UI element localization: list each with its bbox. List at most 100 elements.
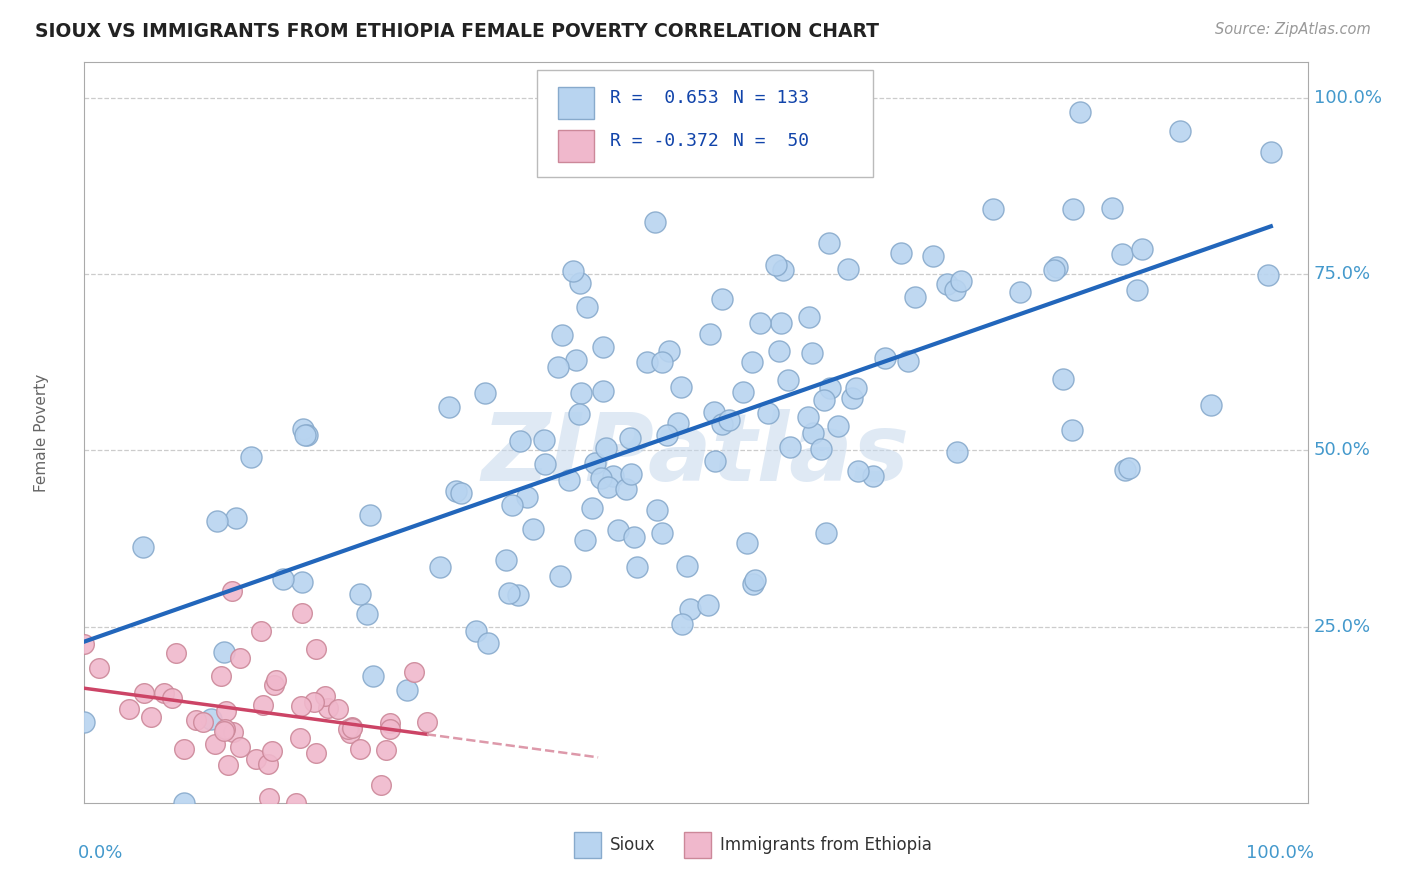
Point	[118, 702, 141, 716]
Point	[558, 473, 581, 487]
Point	[551, 327, 574, 342]
Point	[290, 698, 312, 713]
Point	[845, 381, 868, 395]
Text: 25.0%: 25.0%	[1313, 617, 1371, 635]
Point	[592, 340, 614, 354]
Point	[437, 400, 460, 414]
Point	[623, 530, 645, 544]
Point	[139, 710, 162, 724]
Text: N = 133: N = 133	[733, 88, 808, 106]
Point	[797, 410, 820, 425]
Point	[658, 344, 681, 359]
Point	[534, 457, 557, 471]
Point	[569, 277, 592, 291]
Point	[744, 574, 766, 588]
Bar	[574, 831, 600, 858]
Point	[533, 434, 555, 448]
Point	[1199, 398, 1222, 412]
Point	[508, 588, 530, 602]
Point	[316, 701, 339, 715]
Point	[592, 384, 614, 398]
Point	[215, 704, 238, 718]
Point	[1118, 460, 1140, 475]
Point	[349, 741, 371, 756]
Point	[645, 502, 668, 516]
Point	[548, 569, 571, 583]
Point	[522, 522, 544, 536]
Point	[294, 427, 316, 442]
Point	[132, 686, 155, 700]
Point	[304, 641, 326, 656]
Point	[1257, 268, 1279, 283]
Point	[370, 778, 392, 792]
Point	[193, 714, 215, 729]
Point	[256, 757, 278, 772]
Point	[402, 665, 425, 679]
Point	[1111, 247, 1133, 261]
Point	[264, 673, 287, 688]
Point	[464, 624, 486, 638]
Point	[651, 354, 673, 368]
Text: ZIPatlas: ZIPatlas	[482, 409, 910, 500]
Point	[676, 559, 699, 574]
Point	[703, 405, 725, 419]
Point	[620, 467, 643, 482]
Point	[711, 417, 734, 432]
Point	[564, 353, 586, 368]
Point	[547, 359, 569, 374]
Point	[696, 599, 718, 613]
Point	[1114, 463, 1136, 477]
Point	[814, 525, 837, 540]
Point	[735, 535, 758, 549]
Point	[818, 235, 841, 250]
Point	[841, 391, 863, 405]
Point	[498, 585, 520, 599]
Point	[173, 796, 195, 810]
Point	[1045, 260, 1067, 275]
Point	[229, 740, 252, 755]
Text: 75.0%: 75.0%	[1313, 265, 1371, 283]
Bar	[558, 130, 595, 161]
Text: 100.0%: 100.0%	[1313, 88, 1382, 107]
Text: 0.0%: 0.0%	[79, 844, 124, 862]
Point	[619, 431, 641, 445]
Point	[132, 540, 155, 554]
Point	[614, 482, 637, 496]
Point	[748, 316, 770, 330]
Point	[765, 259, 787, 273]
Point	[946, 444, 969, 458]
Point	[651, 526, 673, 541]
Point	[356, 607, 378, 621]
Point	[666, 417, 689, 431]
Point	[73, 714, 96, 729]
Point	[574, 533, 596, 547]
Point	[1042, 262, 1064, 277]
Point	[477, 636, 499, 650]
Point	[450, 486, 472, 500]
Point	[509, 434, 531, 448]
Point	[212, 645, 235, 659]
Point	[1168, 124, 1191, 138]
Point	[583, 456, 606, 470]
Point	[89, 661, 111, 675]
Point	[862, 469, 884, 483]
Point	[342, 720, 364, 734]
Text: Sioux: Sioux	[610, 836, 657, 854]
Point	[295, 428, 318, 442]
Point	[257, 791, 280, 805]
Point	[596, 480, 619, 494]
Point	[474, 385, 496, 400]
Point	[222, 724, 245, 739]
Point	[575, 300, 598, 314]
Point	[671, 617, 693, 632]
Point	[655, 427, 678, 442]
Point	[263, 678, 285, 692]
Point	[921, 249, 943, 263]
Point	[589, 471, 612, 485]
Point	[291, 606, 314, 620]
Point	[1008, 285, 1031, 299]
Point	[561, 264, 583, 278]
Point	[495, 553, 517, 567]
Point	[1130, 242, 1153, 256]
Text: 50.0%: 50.0%	[1313, 442, 1371, 459]
